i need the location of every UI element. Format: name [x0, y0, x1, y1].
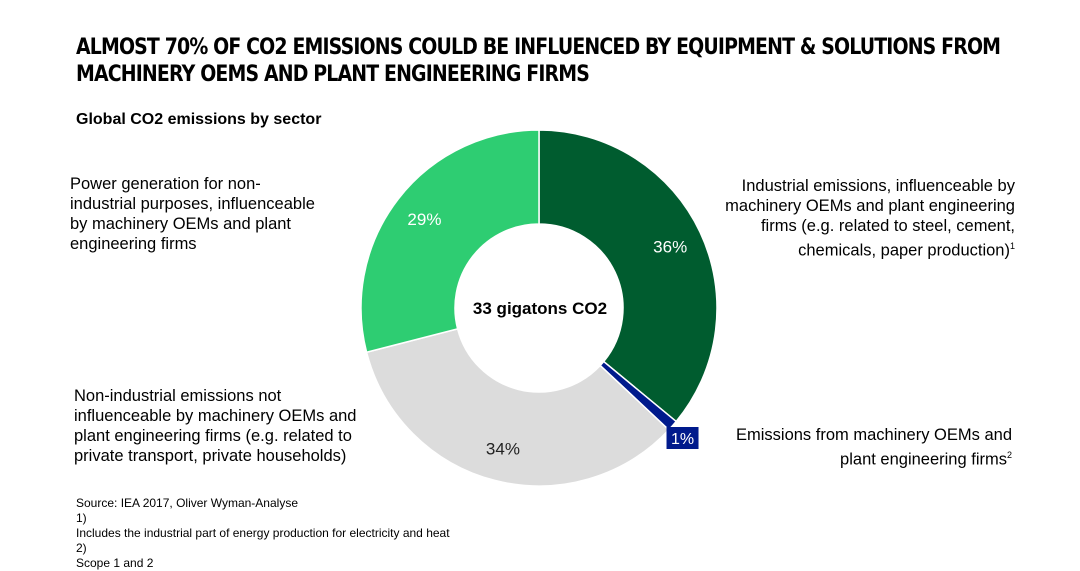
footnote-1-text: Includes the industrial part of energy p… — [76, 526, 450, 540]
label-non-industrial-line-4: private transport, private households) — [74, 447, 347, 465]
label-non-industrial: Non-industrial emissions not influenceab… — [74, 386, 404, 466]
label-industrial-line-3: firms (e.g. related to steel, cement, — [760, 217, 1015, 235]
label-non-industrial-line-2: influenceable by machinery OEMs and — [74, 407, 357, 425]
slice-power — [360, 129, 540, 354]
label-power-line-1: Power generation for non- — [70, 175, 261, 193]
center-total-label: 33 gigatons CO2 — [473, 299, 607, 318]
label-oems-line-2-text: plant engineering firms — [840, 450, 1007, 469]
label-oems: Emissions from machinery OEMs and plant … — [640, 425, 1012, 470]
title-line-2: machinery OEMs and plant engineering fir… — [76, 62, 590, 87]
label-oems-line-1: Emissions from machinery OEMs and — [736, 426, 1012, 444]
label-power-line-4: engineering firms — [70, 235, 197, 253]
source-note: Source: IEA 2017, Oliver Wyman-Analyse — [76, 496, 298, 510]
footnote-ref-2: 2 — [1006, 450, 1012, 460]
chart-title: Almost 70% of CO2 emissions could be inf… — [76, 34, 1001, 88]
title-line-1: Almost 70% of CO2 emissions could be inf… — [76, 35, 1001, 60]
label-power-line-3: by machinery OEMs and plant — [70, 215, 292, 233]
label-non-industrial-line-3: plant engineering firms (e.g. related to — [74, 427, 352, 445]
slice-non-industrial-value-label: 34% — [486, 439, 520, 458]
slice-industrial-value-label: 36% — [653, 237, 687, 256]
slice-oems-label-box — [666, 427, 699, 450]
slice-industrial — [538, 129, 718, 423]
label-industrial-line-2: machinery OEMs and plant engineering — [725, 197, 1015, 215]
label-industrial-line-4: chemicals, paper production)1 — [640, 236, 1015, 261]
label-industrial: Industrial emissions, influenceable by m… — [640, 176, 1015, 261]
footnote-1-num: 1) — [76, 511, 87, 525]
label-non-industrial-line-1: Non-industrial emissions not — [74, 387, 282, 405]
label-industrial-line-4-text: chemicals, paper production) — [798, 241, 1010, 260]
chart-footer: Source: IEA 2017, Oliver Wyman-Analyse 1… — [76, 496, 450, 571]
chart-subtitle: Global CO2 emissions by sector — [76, 111, 322, 128]
label-power-line-2: industrial purposes, influenceable — [70, 195, 315, 213]
slice-power-value-label: 29% — [407, 210, 441, 229]
footnote-1: 1) Includes the industrial part of energy… — [76, 511, 450, 541]
footnote-2-text: Scope 1 and 2 — [76, 556, 154, 570]
label-industrial-line-1: Industrial emissions, influenceable by — [741, 177, 1015, 195]
footnote-ref-1: 1 — [1009, 241, 1015, 251]
footnote-2-num: 2) — [76, 541, 87, 555]
slice-oems-value-label: 1% — [671, 431, 694, 448]
label-power: Power generation for non- industrial pur… — [70, 174, 360, 254]
slice-non-industrial — [365, 327, 670, 487]
label-oems-line-2: plant engineering firms2 — [640, 445, 1012, 470]
